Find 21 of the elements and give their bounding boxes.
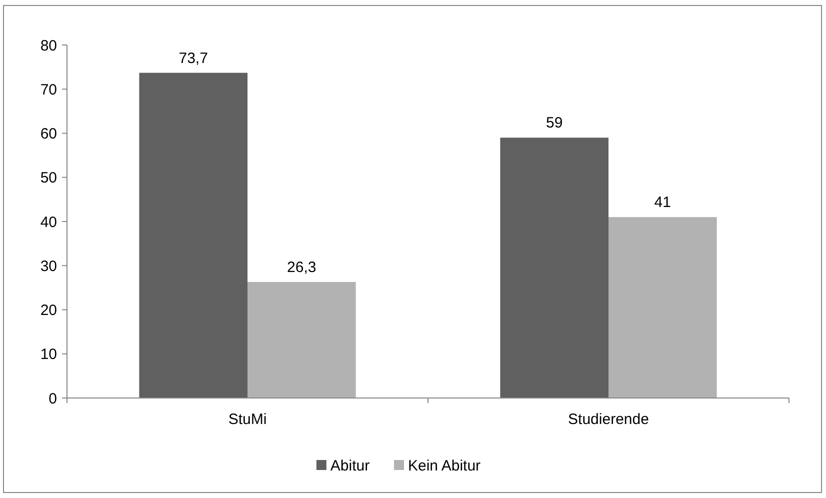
- data-label: 26,3: [287, 258, 316, 276]
- legend-label: Kein Abitur: [408, 457, 481, 474]
- bar: [500, 138, 608, 398]
- y-tick-label: 60: [40, 126, 57, 142]
- y-tick-label: 80: [40, 37, 57, 54]
- legend-label: Abitur: [330, 457, 370, 474]
- data-label: 59: [546, 114, 563, 132]
- y-tick-label: 70: [40, 81, 57, 98]
- y-tick-label: 0: [48, 390, 57, 408]
- data-label: 73,7: [178, 50, 208, 67]
- y-tick-label: 40: [40, 214, 57, 231]
- y-tick-label: 30: [40, 258, 57, 275]
- bar: [248, 282, 356, 398]
- bar: [139, 72, 248, 398]
- x-tick-label: Studierende: [568, 411, 649, 428]
- y-tick-label: 20: [40, 302, 57, 319]
- y-tick-label: 10: [40, 346, 57, 364]
- bar: [608, 217, 717, 398]
- data-label: 41: [654, 194, 671, 212]
- x-tick-label: StuMi: [228, 411, 267, 428]
- y-tick-label: 50: [40, 170, 57, 187]
